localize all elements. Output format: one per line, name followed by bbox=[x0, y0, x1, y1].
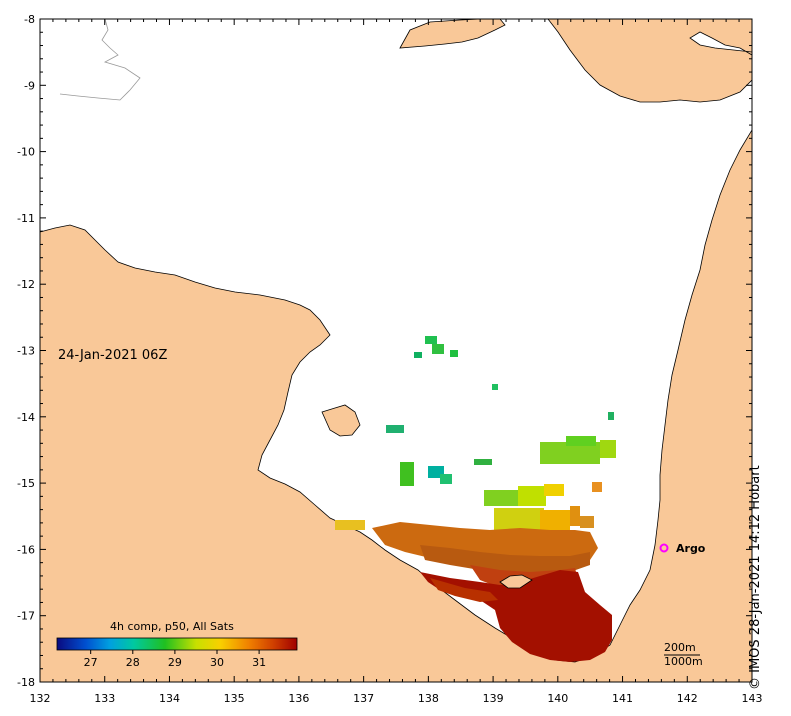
land-northeast bbox=[547, 19, 752, 103]
sst-patches bbox=[335, 336, 616, 662]
colorbar-tick-label: 29 bbox=[168, 656, 182, 669]
axis-ticks bbox=[39, 18, 753, 683]
y-tick-label: -11 bbox=[17, 212, 35, 225]
x-tick-label: 132 bbox=[30, 692, 51, 705]
colorbar-ticks: 27 28 29 30 31 bbox=[84, 650, 266, 669]
x-tick-label: 134 bbox=[159, 692, 180, 705]
y-tick-label: -13 bbox=[17, 345, 35, 358]
x-tick-label: 135 bbox=[224, 692, 245, 705]
y-tick-label: -16 bbox=[17, 543, 35, 556]
colorbar-tick-label: 30 bbox=[210, 656, 224, 669]
x-tick-label: 142 bbox=[677, 692, 698, 705]
colorbar bbox=[56, 637, 298, 651]
y-tick-label: -14 bbox=[17, 411, 35, 424]
y-tick-label: -10 bbox=[17, 146, 35, 159]
y-tick-label: -12 bbox=[17, 278, 35, 291]
island-groote bbox=[321, 404, 361, 437]
date-label: 24-Jan-2021 06Z bbox=[58, 348, 168, 363]
y-tick-label: -18 bbox=[17, 676, 35, 689]
island-mornington bbox=[499, 574, 533, 589]
axis-tick-labels: 132 133 134 135 136 137 138 139 140 141 142 143 -8 -9… bbox=[17, 13, 762, 705]
x-tick-label: 141 bbox=[612, 692, 633, 705]
coastline-top-left bbox=[59, 19, 141, 101]
y-tick-label: -9 bbox=[24, 79, 35, 92]
x-tick-label: 139 bbox=[483, 692, 504, 705]
y-tick-label: -17 bbox=[17, 610, 35, 623]
x-tick-label: 140 bbox=[547, 692, 568, 705]
x-tick-label: 138 bbox=[418, 692, 439, 705]
y-tick-label: -15 bbox=[17, 477, 35, 490]
credit-label: © IMOS 28-Jan-2021 14:12 Hobart bbox=[748, 465, 763, 690]
scale-bottom-label: 1000m bbox=[664, 655, 703, 668]
y-tick-label: -8 bbox=[24, 13, 35, 26]
colorbar-tick-label: 31 bbox=[252, 656, 266, 669]
argo-marker[interactable] bbox=[659, 543, 669, 553]
x-tick-label: 133 bbox=[94, 692, 115, 705]
x-tick-label: 143 bbox=[742, 692, 763, 705]
colorbar-tick-label: 27 bbox=[84, 656, 98, 669]
argo-label: Argo bbox=[676, 542, 706, 555]
depth-scale: 200m 1000m bbox=[664, 641, 703, 669]
scale-top-label: 200m bbox=[664, 641, 696, 654]
colorbar-tick-label: 28 bbox=[126, 656, 140, 669]
colorbar-title: 4h comp, p50, All Sats bbox=[110, 620, 234, 633]
land-north bbox=[399, 19, 506, 49]
x-tick-label: 137 bbox=[353, 692, 374, 705]
x-tick-label: 136 bbox=[288, 692, 309, 705]
land-west bbox=[40, 129, 752, 682]
